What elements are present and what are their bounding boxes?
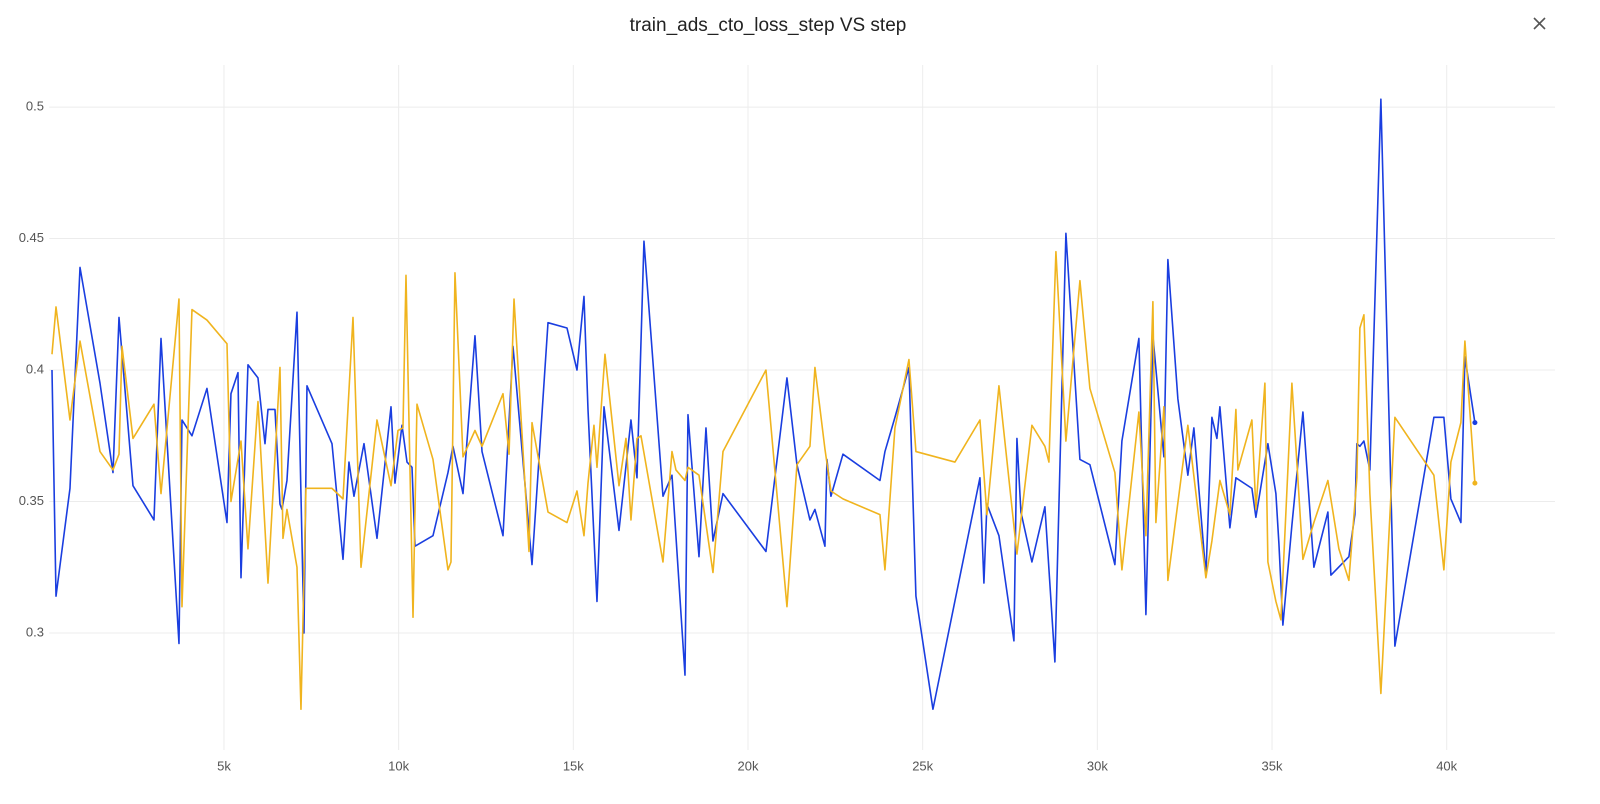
close-button[interactable] xyxy=(1533,17,1546,30)
x-tick-label: 20k xyxy=(738,758,759,773)
x-tick-label: 35k xyxy=(1262,758,1283,773)
x-tick-label: 25k xyxy=(912,758,933,773)
y-tick-label: 0.3 xyxy=(26,624,44,639)
last-point xyxy=(1472,420,1478,426)
y-tick-label: 0.35 xyxy=(19,493,44,508)
close-icon[interactable] xyxy=(1533,17,1546,30)
chart-title: train_ads_cto_loss_step VS step xyxy=(630,15,907,36)
last-point xyxy=(1472,480,1478,486)
x-tick-label: 30k xyxy=(1087,758,1108,773)
series-line xyxy=(51,98,1476,711)
series-line xyxy=(51,250,1476,711)
x-tick-label: 5k xyxy=(217,758,231,773)
y-tick-label: 0.5 xyxy=(26,99,44,114)
y-tick-label: 0.4 xyxy=(26,361,44,376)
x-tick-label: 40k xyxy=(1436,758,1457,773)
x-tick-label: 10k xyxy=(388,758,409,773)
x-tick-label: 15k xyxy=(563,758,584,773)
y-tick-label: 0.45 xyxy=(19,230,44,245)
